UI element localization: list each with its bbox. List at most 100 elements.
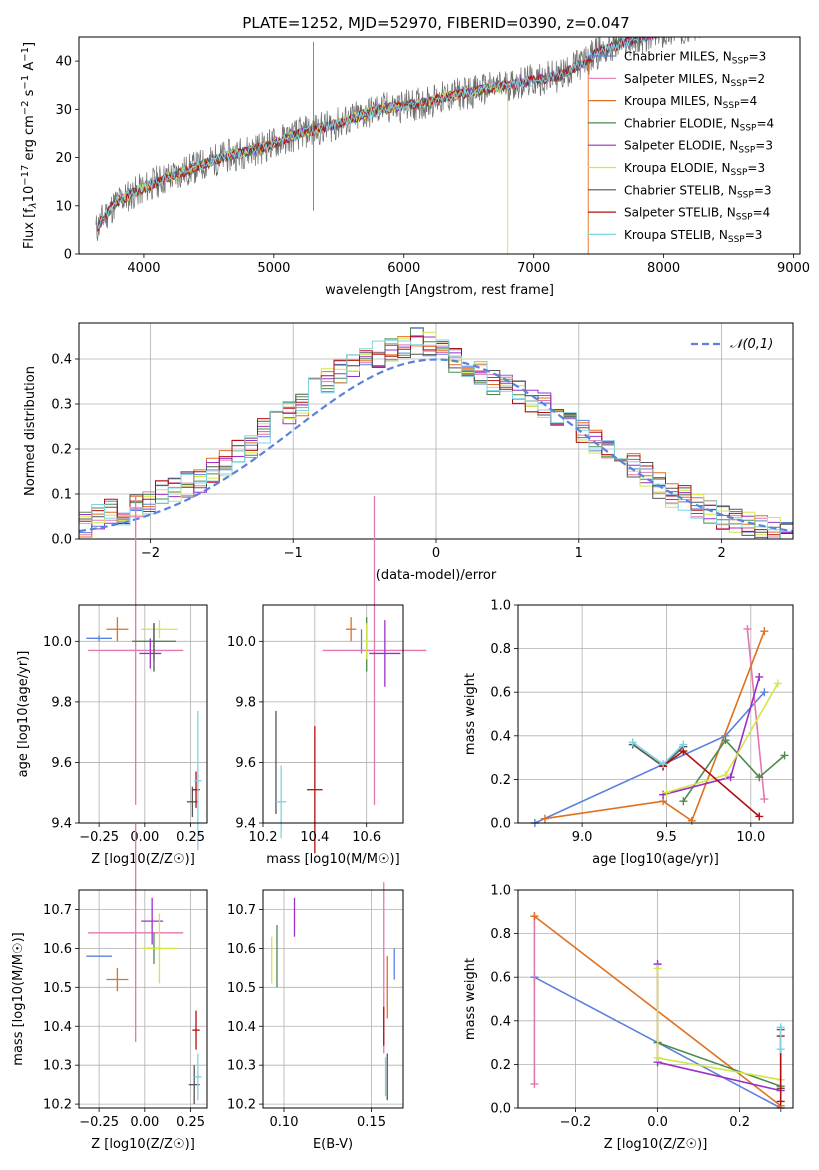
panel-5 xyxy=(514,604,793,827)
x-axis-label: wavelength [Angstrom, rest frame] xyxy=(325,283,554,298)
plus-marker xyxy=(776,1097,785,1106)
x-tick-label: 7000 xyxy=(517,261,550,276)
y-tick-label: 9.8 xyxy=(51,695,72,710)
histogram-kroupa_stelib xyxy=(79,339,793,539)
y-tick-label: 40 xyxy=(55,55,72,70)
x-tick-label: 0.25 xyxy=(176,830,205,845)
data-point xyxy=(322,496,427,805)
x-tick-label: 0.0 xyxy=(647,1115,668,1130)
chart-title: PLATE=1252, MJD=52970, FIBERID=0390, z=0… xyxy=(242,14,629,32)
series-line xyxy=(656,968,781,1081)
plus-marker xyxy=(628,738,637,747)
y-tick-label: 10 xyxy=(55,199,72,214)
x-tick-label: 0.00 xyxy=(130,830,159,845)
legend-entry: Kroupa STELIB, NSSP=3 xyxy=(624,228,762,245)
y-tick-label: 9.8 xyxy=(235,695,256,710)
x-tick-label: −0.25 xyxy=(79,830,119,845)
plus-marker xyxy=(760,627,769,636)
axes-frame xyxy=(78,604,208,824)
y-tick-label: 0.1 xyxy=(51,488,72,503)
data-point xyxy=(88,496,184,805)
legend-entry: Chabrier STELIB, NSSP=3 xyxy=(624,183,772,200)
x-axis-label: mass [log10(M/M☉)] xyxy=(266,852,399,867)
plus-marker xyxy=(679,740,688,749)
x-tick-label: 0.15 xyxy=(357,1115,386,1130)
x-tick-label: 0 xyxy=(432,546,440,561)
data-point xyxy=(141,913,178,984)
plus-marker xyxy=(776,1023,785,1032)
x-tick-label: 9.0 xyxy=(572,830,593,845)
y-axis-label: mass [log10(M/M☉)] xyxy=(11,932,26,1065)
legend-entry: Chabrier ELODIE, NSSP=4 xyxy=(624,116,774,133)
x-axis-label: Z [log10(Z/Z☉)] xyxy=(604,1137,708,1152)
legend-entry: 𝒩(0,1) xyxy=(730,337,773,352)
y-tick-label: 0.6 xyxy=(490,971,511,986)
plus-marker xyxy=(679,797,688,806)
x-tick-label: 8000 xyxy=(647,261,680,276)
x-tick-label: 1 xyxy=(575,546,583,561)
x-tick-label: 10.4 xyxy=(300,830,329,845)
x-tick-label: 2 xyxy=(717,546,725,561)
y-axis-label: Flux [fλ10−17 erg cm−2 s−1 A−1] xyxy=(20,42,39,249)
legend-entry: Salpeter STELIB, NSSP=4 xyxy=(624,206,770,223)
axes-frame xyxy=(262,889,404,1109)
y-tick-label: 9.4 xyxy=(51,817,72,832)
y-tick-label: 0.8 xyxy=(490,927,511,942)
x-tick-label: 9.5 xyxy=(656,830,677,845)
series-line xyxy=(682,738,786,802)
data-point xyxy=(86,635,112,642)
y-axis-label: age [log10(age/yr)] xyxy=(16,651,31,778)
x-tick-label: −0.25 xyxy=(79,1115,119,1130)
plus-marker xyxy=(530,1080,539,1089)
y-tick-label: 10.3 xyxy=(43,1059,72,1074)
y-tick-label: 10.4 xyxy=(43,1020,72,1035)
normal-curve xyxy=(79,358,793,533)
data-point xyxy=(141,620,178,639)
y-tick-label: 10.6 xyxy=(43,942,72,957)
legend-entry: Salpeter MILES, NSSP=2 xyxy=(624,72,765,89)
y-tick-label: 10.5 xyxy=(43,981,72,996)
y-tick-label: 9.6 xyxy=(51,756,72,771)
x-tick-label: 10.2 xyxy=(249,830,278,845)
y-tick-label: 0.4 xyxy=(490,1014,511,1029)
y-tick-label: 0.8 xyxy=(490,642,511,657)
data-point xyxy=(345,617,357,642)
x-tick-label: −2 xyxy=(141,546,160,561)
x-axis-label: Z [log10(Z/Z☉)] xyxy=(91,852,195,867)
x-axis-label: Z [log10(Z/Z☉)] xyxy=(91,1137,195,1152)
panel-6 xyxy=(75,823,207,1112)
plus-marker xyxy=(755,812,764,821)
x-axis-label: (data-model)/error xyxy=(376,568,497,583)
data-point xyxy=(194,710,202,851)
data-point xyxy=(194,1053,202,1101)
y-tick-label: 10.4 xyxy=(227,1020,256,1035)
y-tick-label: 1.0 xyxy=(490,884,511,899)
plus-marker xyxy=(776,1045,785,1054)
plus-marker xyxy=(760,795,769,804)
axes-frame xyxy=(78,322,794,540)
y-tick-label: 10.5 xyxy=(227,981,256,996)
y-tick-label: 0.3 xyxy=(51,398,72,413)
plus-marker xyxy=(755,672,764,681)
y-tick-label: 20 xyxy=(55,151,72,166)
series-line xyxy=(746,628,766,800)
legend-entry: Chabrier MILES, NSSP=3 xyxy=(624,50,766,67)
model-spectrum-kroupa_elodie xyxy=(97,82,509,254)
y-axis-label: Normed distribution xyxy=(23,366,38,496)
legend-entry: Salpeter ELODIE, NSSP=3 xyxy=(624,139,773,156)
plus-marker xyxy=(780,751,789,760)
x-tick-label: 9000 xyxy=(777,261,810,276)
y-tick-label: 9.4 xyxy=(235,817,256,832)
panel-4 xyxy=(259,496,427,854)
series-line xyxy=(657,1041,781,1087)
x-tick-label: 5000 xyxy=(257,261,290,276)
y-tick-label: 10.0 xyxy=(43,635,72,650)
y-tick-label: 0.2 xyxy=(490,1058,511,1073)
x-tick-label: −1 xyxy=(284,546,303,561)
plus-marker xyxy=(653,964,662,973)
axes-frame xyxy=(517,889,794,1109)
x-tick-label: 6000 xyxy=(387,261,420,276)
y-tick-label: 0.0 xyxy=(490,817,511,832)
plus-marker xyxy=(773,679,782,688)
